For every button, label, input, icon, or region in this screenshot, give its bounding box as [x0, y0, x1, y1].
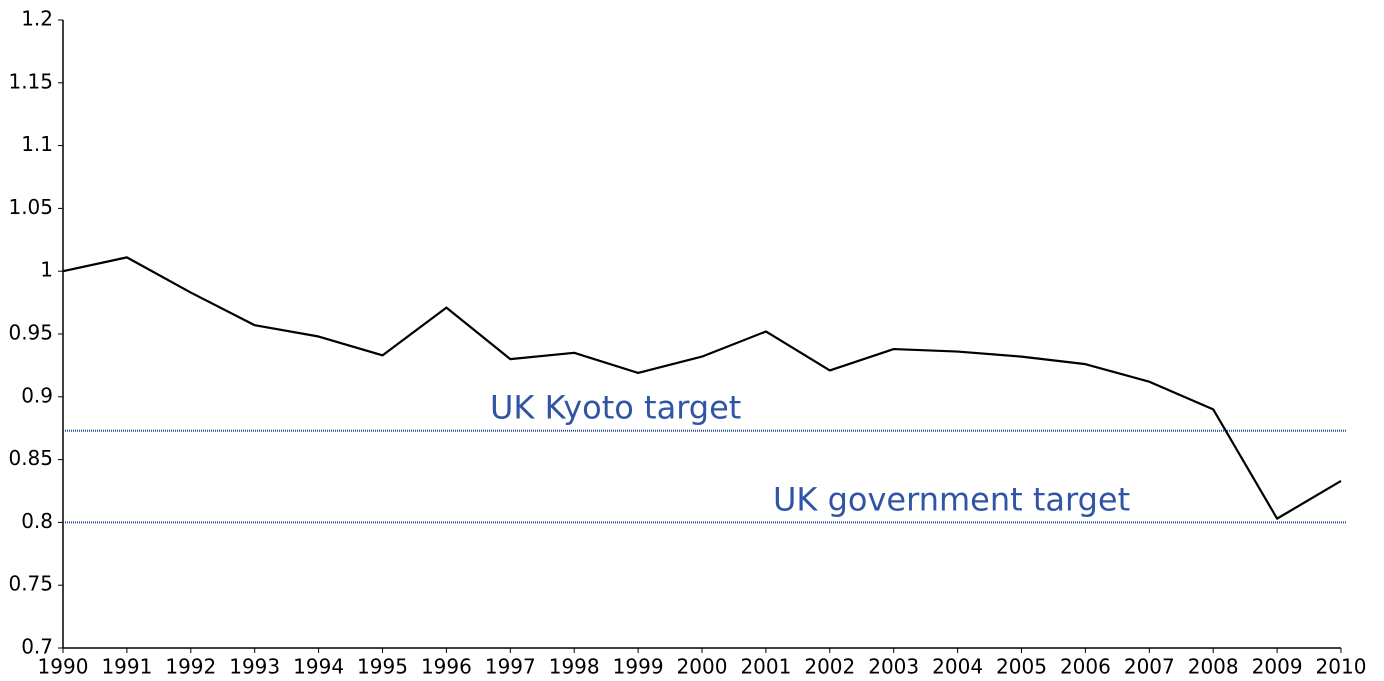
x-tick-label: 2000 [677, 655, 728, 679]
x-tick-label: 1995 [357, 655, 408, 679]
x-tick-label: 1998 [549, 655, 600, 679]
data-line [62, 256, 1342, 520]
y-tick-label: 0.7 [21, 635, 53, 659]
y-tick-label: 1.2 [21, 7, 53, 31]
x-tick-label: 2010 [1316, 655, 1367, 679]
y-tick-label: 0.8 [21, 509, 53, 533]
y-tick-label: 0.75 [8, 572, 53, 596]
y-tick-label: 0.95 [8, 321, 53, 345]
x-tick-label: 1997 [485, 655, 536, 679]
x-tick-label: 1996 [421, 655, 472, 679]
y-tick-label: 1.15 [8, 69, 53, 93]
x-tick-label: 1994 [293, 655, 344, 679]
x-tick-label: 2009 [1252, 655, 1303, 679]
x-tick-label: 2008 [1188, 655, 1239, 679]
y-tick-label: 0.9 [21, 383, 53, 407]
x-tick-label: 1993 [229, 655, 280, 679]
x-tick-label: 1999 [613, 655, 664, 679]
x-tick-label: 2005 [996, 655, 1047, 679]
y-tick-label: 1.1 [21, 132, 53, 156]
x-tick-label: 2003 [868, 655, 919, 679]
x-tick-label: 2001 [740, 655, 791, 679]
annotation: UK Kyoto target [490, 389, 741, 427]
x-tick-label: 1992 [165, 655, 216, 679]
y-tick-label: 1 [40, 258, 53, 282]
x-tick-label: 2006 [1060, 655, 1111, 679]
x-tick-label: 1991 [101, 655, 152, 679]
x-tick-label: 2002 [804, 655, 855, 679]
x-tick-label: 2004 [932, 655, 983, 679]
x-tick-label: 1990 [38, 655, 89, 679]
x-tick-label: 2007 [1124, 655, 1175, 679]
y-tick-label: 0.85 [8, 446, 53, 470]
y-tick-label: 1.05 [8, 195, 53, 219]
annotation: UK government target [773, 480, 1130, 518]
